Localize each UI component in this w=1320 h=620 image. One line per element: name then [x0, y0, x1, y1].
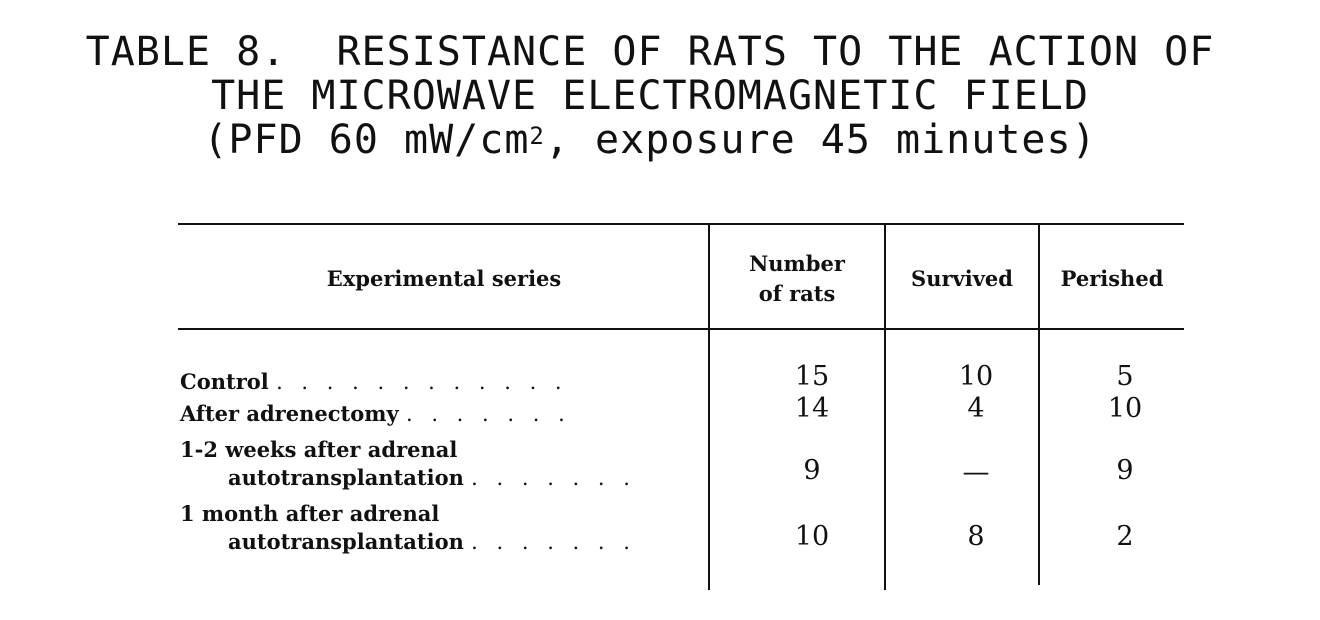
title-line-1: TABLE 8. RESISTANCE OF RATS TO THE ACTIO…: [85, 29, 1215, 75]
row-label-text: 1 month after adrenal: [180, 501, 440, 526]
table-cell-number: 10: [794, 521, 830, 552]
table-cell-survived: 10: [958, 361, 994, 392]
leader-dots: . . . . . . .: [471, 466, 636, 490]
header-number-line1: Number: [749, 251, 845, 276]
title-line-3-pre: (PFD 60 mW/cm: [203, 117, 530, 163]
row-label-text: Control: [180, 369, 269, 394]
column-divider-3: [1038, 225, 1040, 585]
header-perished: Perished: [1060, 266, 1164, 291]
leader-dots: . . . . . . .: [471, 530, 636, 554]
table-cell-perished: 9: [1116, 455, 1134, 486]
table-row-label: After adrenectomy . . . . . . .: [180, 400, 695, 428]
table-row-label: 1 month after adrenal autotransplantatio…: [180, 500, 695, 556]
row-label-text: After adrenectomy: [180, 401, 399, 426]
header-number-of-rats: Number of rats: [710, 249, 884, 309]
table-cell-perished: 2: [1116, 521, 1134, 552]
table-cell-perished: 5: [1116, 361, 1134, 392]
header-number-line2: of rats: [758, 281, 836, 306]
table-cell-number: 14: [794, 393, 830, 424]
table-top-rule: [178, 223, 1184, 225]
table-cell-survived: —: [962, 457, 990, 488]
table-cell-number: 9: [803, 455, 821, 486]
table-row-label: Control . . . . . . . . . . . .: [180, 368, 695, 396]
leader-dots: . . . . . . . . . . . .: [276, 370, 568, 394]
title-line-3-post: , exposure 45 minutes): [544, 117, 1097, 163]
row-label-text-2: autotransplantation: [228, 529, 464, 554]
table-cell-survived: 8: [967, 521, 985, 552]
column-divider-2: [884, 225, 886, 590]
header-experimental-series: Experimental series: [326, 266, 562, 291]
table-title: TABLE 8. RESISTANCE OF RATS TO THE ACTIO…: [0, 30, 1300, 162]
title-line-3: (PFD 60 mW/cm2, exposure 45 minutes): [0, 118, 1300, 162]
header-survived: Survived: [911, 266, 1013, 291]
title-line-2: THE MICROWAVE ELECTROMAGNETIC FIELD: [211, 73, 1089, 119]
row-label-text: 1-2 weeks after adrenal: [180, 437, 458, 462]
title-superscript: 2: [529, 122, 545, 150]
leader-dots: . . . . . . .: [405, 402, 571, 426]
row-label-text-2: autotransplantation: [228, 465, 464, 490]
table-cell-perished: 10: [1107, 393, 1143, 424]
column-divider-1: [708, 225, 710, 590]
table-cell-number: 15: [794, 361, 830, 392]
table-row-label: 1-2 weeks after adrenal autotransplantat…: [180, 436, 695, 492]
table-header-rule: [178, 328, 1184, 330]
table-cell-survived: 4: [967, 393, 985, 424]
